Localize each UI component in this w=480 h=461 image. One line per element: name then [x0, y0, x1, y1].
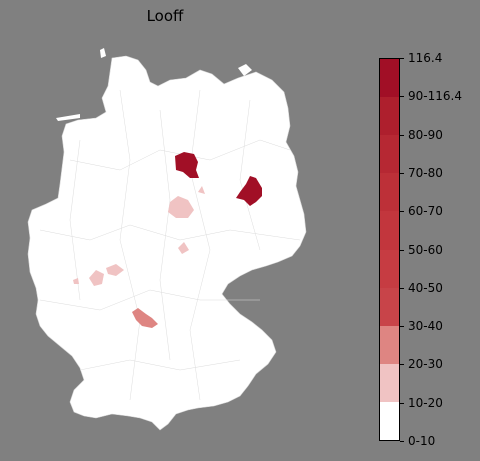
- colorbar: [379, 58, 400, 441]
- colorbar-tick: 10-20: [400, 396, 480, 410]
- tick-label: 40-50: [408, 280, 443, 295]
- colorbar-tick: 30-40: [400, 319, 480, 333]
- colorbar-tick: 40-50: [400, 281, 480, 295]
- region-brandenburg-district: [236, 176, 262, 206]
- region-hesse-district: [106, 264, 124, 276]
- tick-label: 116.4: [408, 51, 443, 65]
- colorbar-tick: 70-80: [400, 166, 480, 180]
- frisian-islands: [56, 114, 80, 121]
- north-island: [100, 48, 106, 58]
- germany-land: [27, 55, 307, 431]
- colorbar-segment: [380, 287, 399, 326]
- tick-label: 50-60: [408, 242, 443, 257]
- tick-label: 20-30: [408, 357, 443, 372]
- colorbar-ticks: 0-10 10-20 20-30 30-40 40-50 50-60 60-70 70-80 8…: [400, 51, 480, 448]
- region-rhineland-district: [89, 270, 104, 286]
- tick-label: 0-10: [408, 434, 436, 448]
- tick-mark: [400, 134, 404, 136]
- tick-mark: [400, 58, 404, 59]
- colorbar-segment: [380, 363, 399, 402]
- region-northeast-district-north: [175, 152, 199, 178]
- region-franconia-district: [132, 308, 158, 328]
- region-central-east-district: [198, 186, 205, 194]
- east-island: [238, 64, 252, 76]
- tick-label: 60-70: [408, 204, 443, 219]
- colorbar-tick: 116.4: [400, 51, 480, 65]
- colorbar-segment: [380, 173, 399, 212]
- colorbar-segment: [380, 401, 399, 440]
- region-palatinate-district: [73, 278, 79, 284]
- colorbar-segment: [380, 135, 399, 174]
- colorbar-tick: 80-90: [400, 128, 480, 142]
- map-title: Looff: [146, 7, 184, 25]
- colorbar-tick: 20-30: [400, 357, 480, 371]
- tick-label: 10-20: [408, 395, 443, 410]
- colorbar-segment: [380, 97, 399, 136]
- tick-mark: [400, 441, 404, 442]
- tick-mark: [400, 402, 404, 404]
- colorbar-tick: 60-70: [400, 204, 480, 218]
- colorbar-segment: [380, 211, 399, 250]
- tick-mark: [400, 211, 404, 213]
- tick-label: 70-80: [408, 165, 443, 180]
- tick-mark: [400, 364, 404, 366]
- district-boundaries: [39, 89, 301, 401]
- colorbar-segment: [380, 325, 399, 364]
- tick-mark: [400, 326, 404, 328]
- colorbar-tick: 50-60: [400, 243, 480, 257]
- colorbar-tick: 0-10: [400, 434, 480, 448]
- region-thuringia-district: [168, 196, 194, 218]
- colorbar-segment: [380, 249, 399, 288]
- tick-label: 80-90: [408, 127, 443, 142]
- tick-mark: [400, 172, 404, 174]
- tick-mark: [400, 249, 404, 251]
- region-saxony-border-district: [178, 242, 189, 254]
- tick-label: 90-116.4: [408, 89, 462, 104]
- colorbar-tick: 90-116.4: [400, 89, 480, 103]
- tick-label: 30-40: [408, 319, 443, 334]
- tick-mark: [400, 96, 404, 98]
- colorbar-segment: [380, 59, 399, 98]
- tick-mark: [400, 287, 404, 289]
